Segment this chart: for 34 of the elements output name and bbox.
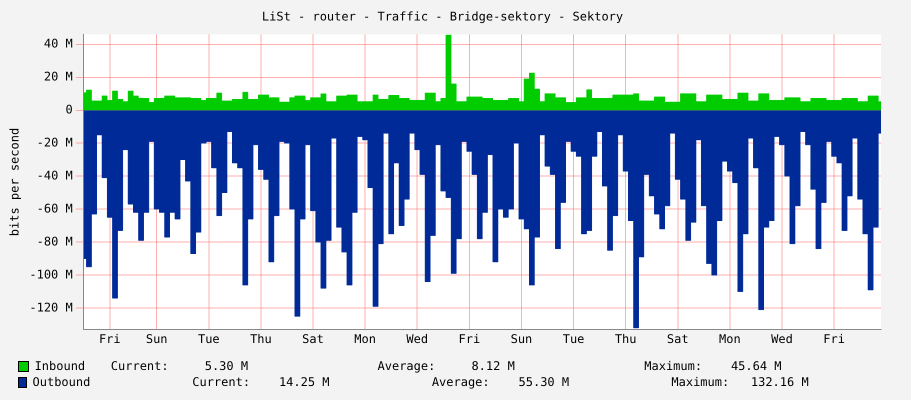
y-tick-label: 40 M: [44, 36, 73, 50]
y-tick-label: -120 M: [29, 300, 73, 314]
x-tick-label: Mon: [719, 332, 741, 346]
x-tick-label: Fri: [458, 332, 480, 346]
legend-label: Inbound: [34, 359, 86, 373]
x-tick-label: Sat: [666, 332, 689, 346]
y-tick-label: -100 M: [29, 267, 73, 282]
y-tick-label: -80 M: [36, 234, 73, 248]
x-tick-label: Wed: [406, 332, 428, 346]
legend-label: Outbound: [32, 375, 92, 389]
text: Maximum: 45.64 M: [644, 359, 783, 373]
x-tick-label: Thu: [250, 332, 272, 346]
x-tick-label: Fri: [823, 332, 845, 346]
x-tick-label: Mon: [354, 332, 376, 346]
x-tick-label: Tue: [198, 332, 220, 346]
x-tick-label: Wed: [771, 332, 793, 346]
text: Current: 5.30 M: [110, 359, 250, 373]
x-tick-label: Fri: [98, 332, 121, 346]
y-tick-label: -40 M: [36, 168, 73, 182]
text: Average: 8.12 M: [378, 359, 516, 373]
y-tick-label: 0: [66, 102, 73, 116]
y-tick-label: 20 M: [44, 69, 73, 84]
y-tick-label: -20 M: [36, 135, 73, 150]
y-axis-title: bits per second: [7, 128, 22, 236]
x-tick-label: Sat: [302, 332, 324, 346]
x-tick-label: Tue: [562, 332, 584, 346]
x-tick-label: Sun: [146, 332, 168, 346]
text: Maximum: 132.16 M: [671, 375, 810, 389]
y-tick-label: -60 M: [36, 201, 73, 216]
x-tick-label: Sun: [510, 332, 532, 346]
x-tick-label: Thu: [614, 332, 637, 346]
chart-title: LiSt - router - Traffic - Bridge-sektory - Sektory: [262, 9, 624, 24]
text: Average: 55.30 M: [432, 375, 570, 389]
text: Current: 14.25 M: [192, 375, 331, 389]
